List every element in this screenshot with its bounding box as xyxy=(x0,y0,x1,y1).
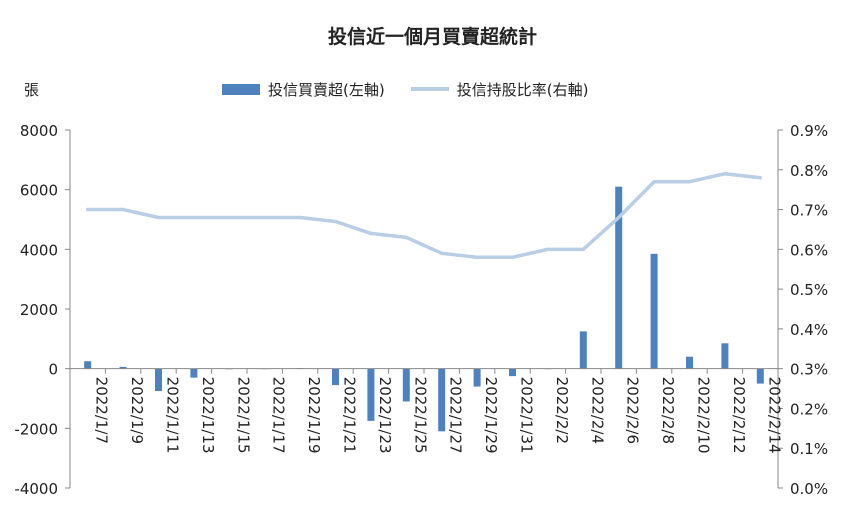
x-axis-tick-label: 2022/1/17 xyxy=(270,377,288,454)
x-axis-tick-label: 2022/1/21 xyxy=(341,377,359,454)
right-axis-tick-label: 0.3% xyxy=(790,361,828,379)
x-axis-tick-label: 2022/1/15 xyxy=(234,377,252,454)
right-axis-tick-label: 0.7% xyxy=(790,202,828,220)
legend-item-line: 投信持股比率(右軸) xyxy=(410,79,589,100)
legend-line-label: 投信持股比率(右軸) xyxy=(456,80,589,99)
bar xyxy=(509,368,516,377)
x-axis-tick-label: 2022/1/19 xyxy=(305,377,323,454)
x-axis-tick-label: 2022/1/31 xyxy=(518,377,536,454)
right-axis-tick-label: 0.0% xyxy=(790,480,828,498)
bar xyxy=(650,253,658,369)
y-axis-unit-label: 張 xyxy=(24,81,40,99)
x-axis-tick-label: 2022/1/7 xyxy=(93,377,111,444)
x-axis-tick-label: 2022/2/14 xyxy=(765,377,783,454)
bar xyxy=(579,331,587,369)
right-axis-tick-label: 0.4% xyxy=(790,321,828,339)
x-axis-tick-label: 2022/2/8 xyxy=(659,377,677,444)
x-axis-tick-label: 2022/1/13 xyxy=(199,377,217,454)
bar xyxy=(473,368,481,387)
bar xyxy=(332,368,339,386)
x-axis-tick-label: 2022/2/2 xyxy=(553,377,571,444)
bar xyxy=(119,366,127,369)
x-axis-tick-label: 2022/1/29 xyxy=(482,377,500,454)
bar xyxy=(84,361,92,369)
right-axis-tick-label: 0.1% xyxy=(790,440,828,458)
bar xyxy=(686,356,693,369)
x-axis-tick-label: 2022/1/9 xyxy=(128,377,146,444)
left-axis-tick-label: 6000 xyxy=(20,182,58,200)
left-axis-tick-label: -4000 xyxy=(14,480,58,498)
x-axis-tick-label: 2022/2/12 xyxy=(730,377,748,454)
bar xyxy=(721,343,729,369)
legend-line-swatch xyxy=(410,87,449,91)
bar xyxy=(615,186,623,369)
left-axis-tick-label: 8000 xyxy=(20,122,58,140)
x-axis-tick-label: 2022/1/11 xyxy=(164,377,182,454)
bar xyxy=(756,368,764,384)
x-axis-tick-label: 2022/2/4 xyxy=(588,377,606,444)
left-axis-tick-label: 2000 xyxy=(20,301,58,319)
bar xyxy=(438,368,446,432)
x-axis-tick-label: 2022/1/23 xyxy=(376,377,394,454)
left-axis-tick-label: -2000 xyxy=(14,420,58,438)
x-axis-tick-label: 2022/2/10 xyxy=(695,377,713,454)
right-axis-tick-label: 0.2% xyxy=(790,400,828,418)
right-axis-tick-label: 0.9% xyxy=(790,122,828,140)
legend-item-bar: 投信買賣超(左軸) xyxy=(222,79,385,100)
x-axis-tick-label: 2022/1/25 xyxy=(411,377,429,454)
chart-title: 投信近一個月買賣超統計 xyxy=(327,26,537,48)
left-axis-tick-label: 4000 xyxy=(20,241,58,259)
bar xyxy=(190,368,198,378)
bar xyxy=(155,368,162,392)
line-series xyxy=(85,172,763,260)
right-axis-tick-label: 0.5% xyxy=(790,281,828,299)
legend-bar-swatch xyxy=(222,83,260,95)
bar xyxy=(402,368,410,402)
right-axis-tick-label: 0.6% xyxy=(790,241,828,259)
bar xyxy=(367,368,375,421)
x-axis-tick-label: 2022/1/27 xyxy=(447,377,465,454)
right-axis-tick-label: 0.8% xyxy=(790,162,828,180)
x-axis-tick-label: 2022/2/6 xyxy=(624,377,642,444)
left-axis-tick-label: 0 xyxy=(48,361,58,379)
legend-bar-label: 投信買賣超(左軸) xyxy=(268,80,385,99)
legend: 投信買賣超(左軸) 投信持股比率(右軸) xyxy=(222,78,614,100)
